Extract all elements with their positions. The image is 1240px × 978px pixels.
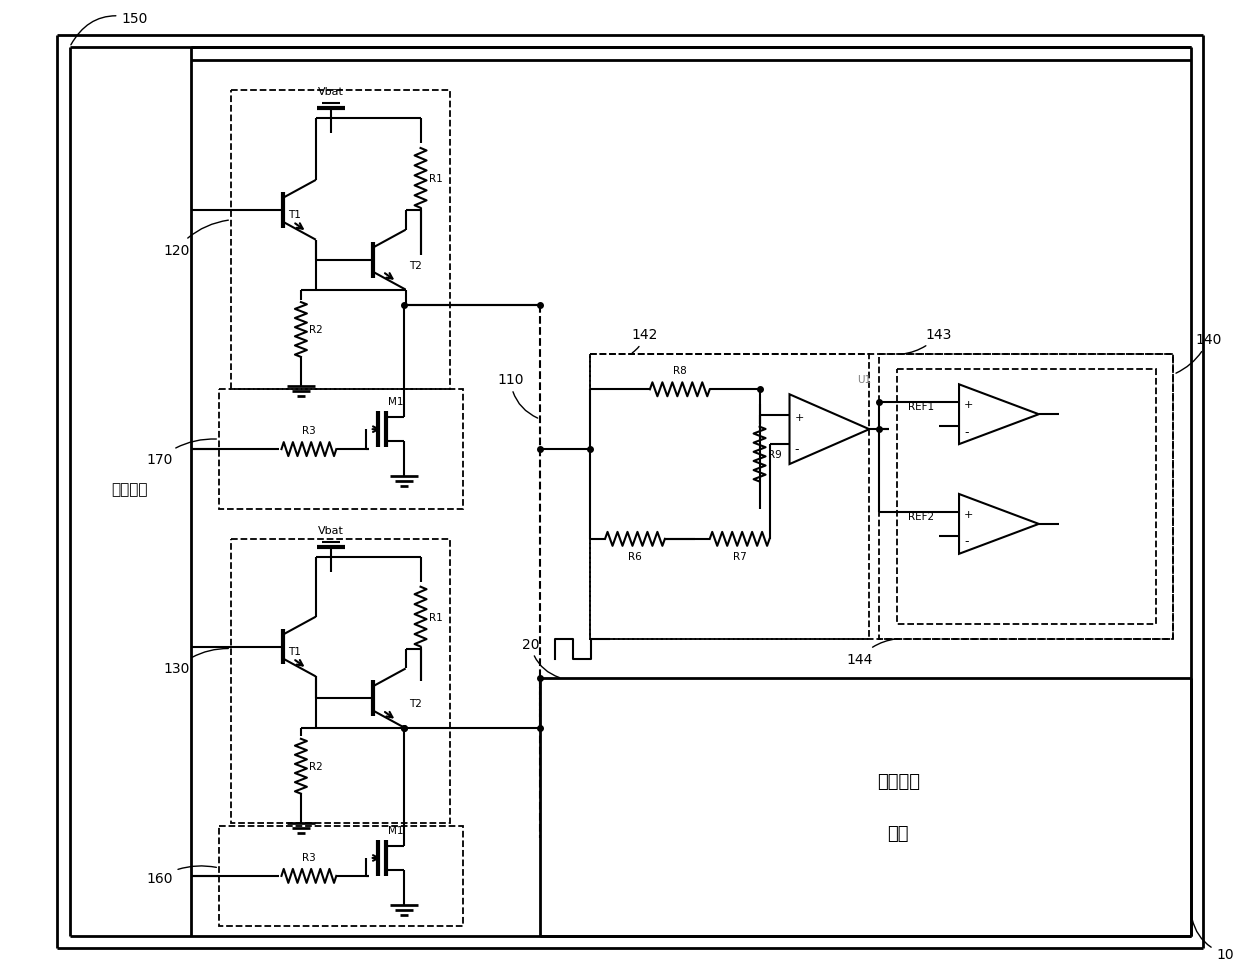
Text: 控制单元: 控制单元 [112,482,148,497]
Bar [219,390,464,510]
Text: T2: T2 [409,698,422,709]
Text: 20: 20 [522,637,559,678]
Bar [219,826,464,926]
Text: R1: R1 [429,612,443,622]
Text: T1: T1 [288,645,301,656]
Text: -: - [795,443,799,456]
Text: 143: 143 [901,328,952,355]
Text: R7: R7 [733,552,746,561]
Text: +: + [963,510,973,519]
Text: +: + [963,400,973,410]
Text: 120: 120 [164,221,228,257]
Text: R1: R1 [429,174,443,184]
Text: R2: R2 [309,325,322,335]
Text: 130: 130 [164,648,228,676]
Text: Vbat: Vbat [317,525,343,535]
Text: R3: R3 [303,852,316,862]
Text: 144: 144 [846,640,897,666]
Bar [231,91,450,390]
Text: 170: 170 [146,439,216,467]
Text: REF1: REF1 [908,402,934,412]
Text: 142: 142 [631,328,658,353]
Text: 140: 140 [1176,333,1221,374]
Bar [231,539,450,823]
Bar [590,355,869,639]
Text: Vbat: Vbat [317,87,343,97]
Text: -: - [963,535,968,548]
Text: 10: 10 [1192,918,1234,960]
Text: U1: U1 [857,375,872,385]
Bar [590,355,1173,639]
Text: R6: R6 [629,552,642,561]
Text: 110: 110 [497,373,538,419]
Text: REF2: REF2 [908,511,934,521]
Text: 150: 150 [71,13,148,46]
Bar [879,355,1173,639]
Bar [898,370,1157,624]
Text: M1: M1 [388,397,403,407]
Text: -: - [963,425,968,438]
Text: 高压互锁: 高压互锁 [877,773,920,790]
Text: +: + [795,413,804,422]
Text: R3: R3 [303,425,316,436]
Text: 160: 160 [146,866,217,885]
Text: T1: T1 [288,209,301,219]
Text: R2: R2 [309,762,322,772]
Text: T2: T2 [409,260,422,270]
Text: 环路: 环路 [888,824,909,842]
Text: M1: M1 [388,825,403,835]
Text: R9: R9 [768,450,781,460]
Text: R8: R8 [673,366,687,376]
